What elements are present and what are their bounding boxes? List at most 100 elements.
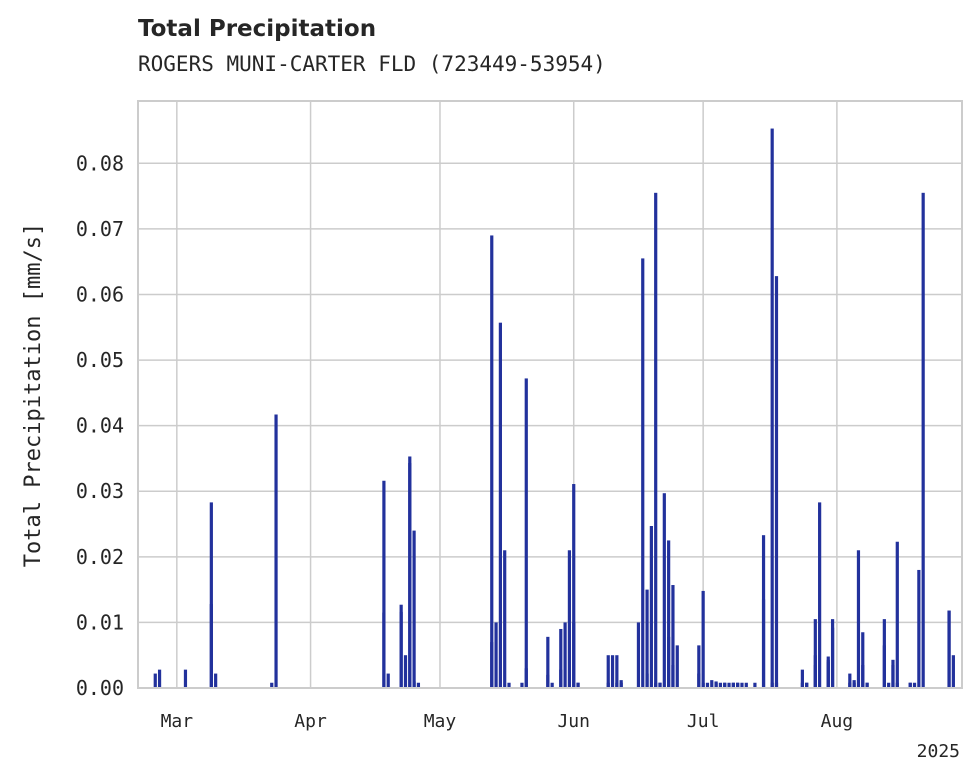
precip-bar [524, 668, 528, 688]
precip-bar [852, 680, 856, 688]
precip-bar [848, 682, 852, 688]
precip-bar [567, 550, 572, 688]
precip-bar [520, 682, 524, 688]
y-tick-label: 0.07 [76, 217, 124, 241]
precip-bar [895, 541, 899, 688]
y-tick-label: 0.06 [76, 282, 124, 306]
x-tick-label: Aug [821, 711, 854, 732]
grid-layer [138, 101, 962, 688]
precip-bar [572, 484, 576, 688]
precip-bar [507, 682, 511, 688]
precip-bar [524, 378, 528, 688]
y-axis-label: Total Precipitation [mm/s] [21, 223, 46, 567]
precip-bar [818, 502, 822, 688]
precip-bar [861, 632, 865, 688]
precip-bar [399, 611, 403, 688]
precip-bar [408, 463, 412, 688]
precip-bar [774, 682, 779, 688]
precip-bar [697, 673, 701, 688]
precip-bar [727, 682, 731, 688]
precip-bar [705, 682, 710, 688]
precip-bar [813, 665, 817, 688]
precip-bar [951, 655, 955, 688]
precip-bar [671, 585, 675, 688]
precip-bar [830, 619, 835, 688]
precip-bar [895, 682, 899, 688]
precip-bar [157, 669, 162, 688]
y-tick-label: 0.04 [76, 414, 124, 438]
precip-bar [546, 636, 550, 688]
x-tick-label: May [424, 711, 457, 732]
precip-bar [882, 619, 886, 688]
chart-subtitle: ROGERS MUNI-CARTER FLD (723449-53954) [138, 52, 606, 76]
precip-bar [546, 674, 550, 688]
precip-bar [610, 655, 615, 688]
precip-bar [209, 502, 213, 688]
precip-bar [723, 682, 727, 688]
precip-bar [800, 669, 804, 688]
precip-bar [559, 628, 563, 688]
precip-bar [805, 682, 809, 688]
precip-bar [274, 414, 278, 688]
precip-bar [908, 682, 912, 688]
precip-bar [813, 619, 817, 688]
precip-bar [386, 673, 390, 688]
precip-bar [606, 655, 610, 688]
precip-bar [183, 669, 188, 688]
precip-bar [917, 569, 921, 688]
precip-bar [503, 550, 507, 688]
precip-bar [662, 493, 666, 688]
precip-bar [753, 682, 757, 688]
precip-bar [654, 192, 658, 688]
precip-bar [563, 622, 567, 688]
year-label: 2025 [917, 741, 960, 762]
precip-bar [701, 682, 705, 688]
precip-bar [645, 673, 649, 688]
precip-bar [550, 682, 554, 688]
chart-title: Total Precipitation [138, 16, 377, 42]
precip-bar [619, 682, 623, 688]
precip-bar [848, 673, 852, 688]
precip-bar [921, 192, 925, 688]
precip-bar [667, 540, 671, 688]
x-tick-label: Mar [161, 711, 194, 732]
precip-bar [774, 276, 779, 688]
precip-bar [744, 682, 748, 688]
precip-bar [887, 682, 891, 688]
precip-bar [412, 530, 416, 688]
precip-bar [153, 673, 157, 688]
precip-bar [714, 681, 718, 688]
x-tick-label: Jul [687, 711, 720, 732]
precip-bar [645, 589, 649, 688]
precip-bar [865, 682, 869, 688]
precip-bar [736, 682, 740, 688]
y-tick-label: 0.00 [76, 676, 124, 700]
precip-bar [718, 682, 723, 688]
precip-bar [403, 655, 408, 688]
precip-bar [856, 550, 861, 688]
precip-bar [214, 673, 218, 688]
bars-layer [153, 128, 955, 689]
precip-bar [615, 655, 619, 688]
y-tick-label: 0.03 [76, 479, 124, 503]
plot-frame [137, 100, 963, 689]
precip-bar [912, 682, 917, 688]
precip-bar [498, 322, 502, 688]
precip-bar [947, 610, 951, 688]
precip-bar [671, 665, 675, 688]
y-tick-label: 0.01 [76, 610, 124, 634]
precip-bar [861, 665, 865, 688]
precip-bar [490, 235, 494, 688]
precip-bar [270, 682, 274, 688]
precip-bar [416, 682, 421, 688]
precip-bar [891, 665, 895, 688]
precip-bar [649, 526, 653, 688]
y-tick-label: 0.05 [76, 348, 124, 372]
precip-bar [382, 480, 386, 688]
precip-bar [658, 682, 662, 688]
precip-bar [701, 590, 705, 688]
precip-bar [606, 682, 610, 688]
precip-bar [636, 622, 641, 688]
precip-bar [761, 599, 766, 688]
x-tick-label: Jun [557, 711, 590, 732]
